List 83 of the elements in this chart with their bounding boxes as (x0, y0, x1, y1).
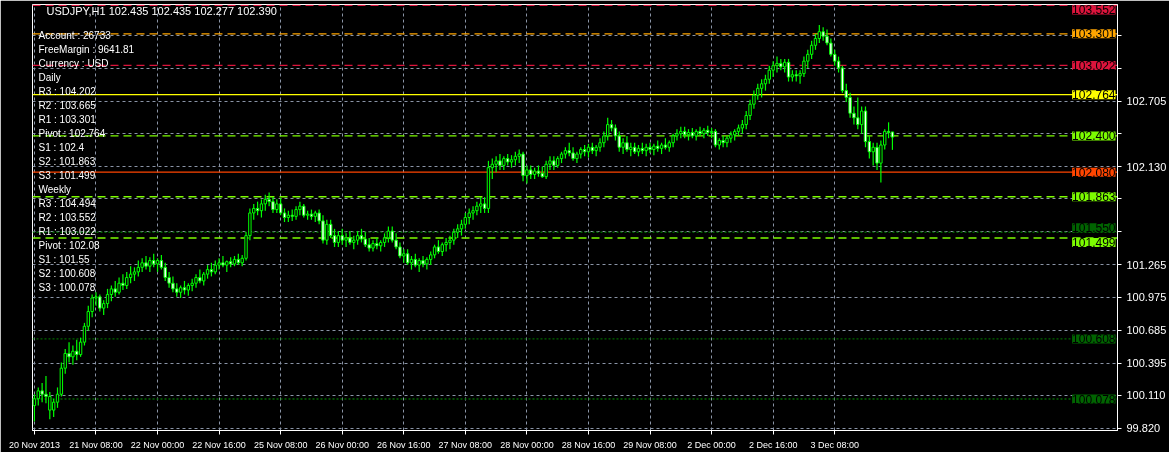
x-tick-label: 22 Nov 00:00 (130, 439, 185, 450)
y-tick-label: 100.685 (1126, 324, 1167, 337)
candlestick (444, 237, 448, 253)
annotation: R1 : 103.022 (38, 225, 97, 237)
y-tick-label: 101.265 (1126, 258, 1167, 271)
annotation: S1 : 102.4 (38, 141, 85, 153)
annotation: Weekly (38, 183, 72, 195)
candlestick (144, 255, 148, 271)
ref-line-label: 103.552 (1072, 3, 1116, 18)
x-tick-label: 29 Nov 08:00 (623, 439, 677, 450)
candlestick (259, 198, 264, 219)
candlestick (198, 269, 202, 284)
x-tick-label: 21 Nov 08:00 (69, 439, 123, 450)
ref-line-label: 102.764 (1072, 88, 1116, 103)
annotation: Pivot : 102.08 (38, 239, 101, 251)
x-tick-label: 26 Nov 00:00 (315, 439, 369, 450)
ref-line-label: 100.078 (1072, 392, 1116, 407)
candlestick (875, 142, 879, 171)
candlestick (702, 127, 706, 139)
candlestick (856, 96, 860, 130)
y-tick-label: 102.130 (1126, 160, 1167, 173)
candlestick (621, 137, 625, 155)
annotation: S3 : 100.078 (38, 281, 96, 293)
annotation: R2 : 103.665 (38, 99, 97, 111)
x-tick-label: 26 Nov 16:00 (377, 439, 431, 450)
chart-title: USDJPY,H1 102.435 102.435 102.277 102.390 (46, 4, 277, 17)
x-tick-label: 2 Dec 16:00 (748, 439, 798, 450)
ref-line-label: 101.499 (1072, 236, 1116, 251)
candlestick (348, 230, 352, 246)
x-tick-label: 27 Nov 08:00 (438, 439, 493, 450)
x-tick-label: 20 Nov 2013 (8, 439, 60, 450)
candlestick (71, 344, 75, 366)
candlestick (471, 205, 475, 221)
annotation: S3 : 101.499 (38, 169, 96, 181)
candlestick (344, 232, 348, 248)
annotation: R3 : 104.494 (38, 197, 97, 209)
annotation: R3 : 104.202 (38, 85, 97, 97)
y-tick-label: 102.705 (1126, 95, 1167, 108)
candlestick (498, 153, 502, 171)
ref-line-label: 103.301 (1072, 27, 1116, 42)
candlestick (871, 142, 875, 166)
annotation: R2 : 103.552 (38, 211, 97, 223)
annotation: Daily (38, 71, 61, 83)
candlestick (375, 237, 379, 250)
candlestick (325, 219, 329, 246)
candlestick (721, 135, 725, 148)
candlestick (121, 273, 125, 291)
candlestick (544, 160, 548, 180)
annotation: R1 : 103.301 (38, 113, 97, 125)
x-tick-label: 3 Dec 08:00 (810, 439, 859, 450)
ref-line-label: 101.863 (1072, 190, 1116, 205)
x-tick-label: 28 Nov 16:00 (561, 439, 616, 450)
x-tick-label: 22 Nov 16:00 (192, 439, 246, 450)
x-tick-label: 2 Dec 00:00 (687, 439, 736, 450)
candlestick (698, 126, 702, 137)
candlestick (759, 78, 764, 98)
annotation: S1 : 101.55 (38, 253, 91, 265)
y-tick-label: 99.820 (1126, 422, 1161, 435)
ref-line-label: 101.550 (1072, 221, 1116, 236)
y-tick-label: 100.395 (1126, 357, 1167, 370)
candlestick (105, 288, 110, 309)
candlestick (521, 151, 525, 182)
candlestick (298, 201, 302, 216)
annotation: S2 : 101.863 (38, 155, 96, 167)
candlestick (217, 257, 221, 271)
x-tick-label: 25 Nov 08:00 (253, 439, 308, 450)
candlestick (171, 275, 175, 293)
candlestick (221, 255, 225, 268)
candlestick (648, 142, 652, 154)
ref-line-label: 102.400 (1072, 129, 1116, 144)
ref-line-label: 102.080 (1072, 165, 1116, 180)
y-tick-label: 100.975 (1126, 291, 1167, 304)
candlestick (775, 56, 779, 74)
y-tick-label: 100.110 (1126, 389, 1166, 402)
candlestick (475, 201, 479, 216)
annotation: FreeMargin : 9641.81 (38, 43, 135, 55)
ref-line-label: 103.022 (1072, 58, 1116, 73)
candlestick (809, 40, 814, 60)
annotation: S2 : 100.608 (38, 267, 96, 279)
candlestick (75, 339, 79, 361)
candlestick (321, 214, 325, 245)
x-tick-label: 28 Nov 00:00 (500, 439, 554, 450)
ref-line-label: 100.608 (1072, 332, 1116, 347)
